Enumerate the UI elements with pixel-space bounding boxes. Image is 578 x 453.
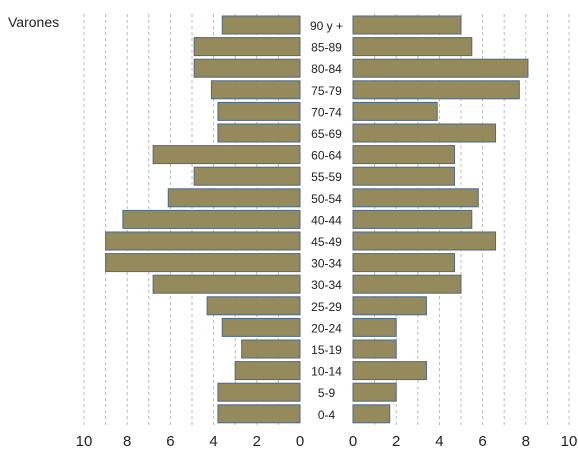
bar-left [152,145,301,165]
axis-tick-labels: 10 8 6 4 2 0 0 2 4 6 8 10 [76,433,578,450]
bar-left [217,382,301,402]
left-axis-tick-label: 0 [296,433,304,450]
bar-left [152,274,301,294]
bar-left [193,37,301,57]
right-axis-tick-label: 2 [392,433,400,450]
bar-right [352,15,462,35]
category-label: 10-14 [311,365,342,379]
bar-left [217,101,301,121]
bar-right [352,123,497,143]
right-axis-tick-label: 6 [478,433,486,450]
bar-right [352,274,462,294]
category-label: 90 y + [310,19,343,33]
category-label: 25-29 [311,300,342,314]
bar-left [217,123,301,143]
right-axis-tick-label: 4 [435,433,443,450]
bar-right [352,209,473,229]
bar-left [105,231,301,251]
bar-left [217,404,301,424]
right-axis-tick-label: 8 [522,433,530,450]
bar-right [352,253,456,273]
category-label: 70-74 [311,105,342,119]
bar-right [352,101,438,121]
bar-right [352,296,427,316]
bar-right [352,382,397,402]
bar-left [234,361,301,381]
bar-left [122,209,301,229]
category-label: 80-84 [311,62,342,76]
bar-right [352,37,473,57]
bar-left [105,253,301,273]
bar-right [352,80,520,100]
bars [105,15,529,424]
category-label: 50-54 [311,192,342,206]
category-label: 85-89 [311,41,342,55]
category-label: 0-4 [318,408,336,422]
category-label: 75-79 [311,84,342,98]
category-label: 5-9 [318,386,336,400]
category-label: 20-24 [311,321,342,335]
bar-left [193,166,301,186]
bar-right [352,145,456,165]
bar-right [352,404,391,424]
category-label: 45-49 [311,235,342,249]
bar-right [352,58,529,78]
bar-left [206,296,301,316]
bar-left [241,339,301,359]
bar-left [210,80,301,100]
category-labels: 90 y + 85-89 80-84 75-79 70-74 65-69 60-64 55-5… [310,19,343,422]
left-axis-tick-label: 6 [166,433,174,450]
left-axis-tick-label: 10 [76,433,93,450]
category-label: 30-34 [311,278,342,292]
bar-right [352,188,479,208]
category-label: 60-64 [311,149,342,163]
category-label: 65-69 [311,127,342,141]
bar-right [352,231,497,251]
right-axis-tick-label: 0 [349,433,357,450]
category-label: 40-44 [311,213,342,227]
left-axis-tick-label: 4 [209,433,217,450]
chart-title: Varones [8,14,59,30]
category-label: 30-34 [311,257,342,271]
bar-left [193,58,301,78]
left-axis-tick-label: 2 [253,433,261,450]
left-axis-tick-label: 8 [123,433,131,450]
bar-left [221,317,301,337]
category-label: 55-59 [311,170,342,184]
bar-left [221,15,301,35]
bar-left [167,188,301,208]
right-axis-tick-label: 10 [561,433,578,450]
category-label: 15-19 [311,343,342,357]
bar-right [352,317,397,337]
bar-right [352,361,427,381]
bar-right [352,339,397,359]
bar-right [352,166,456,186]
